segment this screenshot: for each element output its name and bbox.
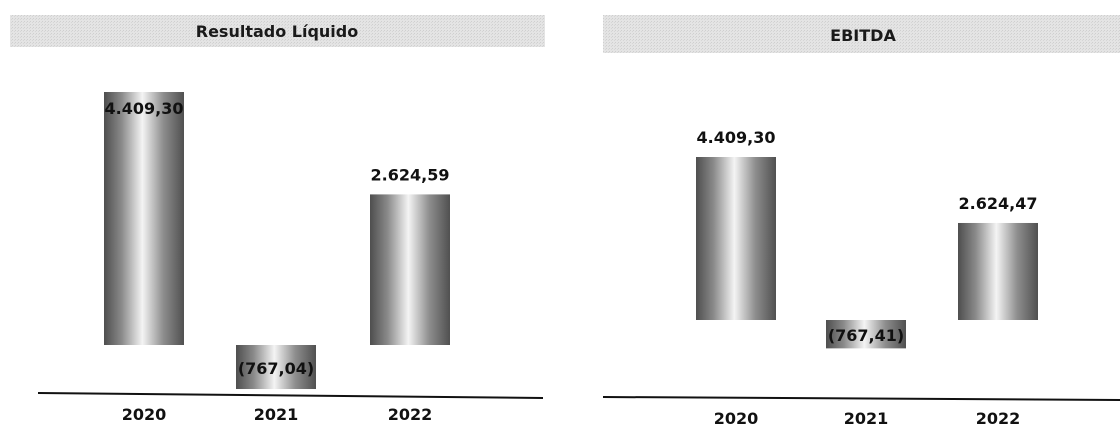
bars-group — [696, 157, 1038, 349]
x-tick-label: 2022 — [388, 405, 433, 424]
value-label: (767,04) — [238, 359, 314, 378]
x-tick-labels-group: 2020 2021 2022 — [714, 409, 1021, 425]
chart-title: Resultado Líquido — [196, 22, 358, 41]
bar-2020 — [696, 157, 776, 320]
x-axis-line — [37, 392, 544, 399]
value-labels-group: 4.409,30 (767,41) 2.624,47 — [697, 128, 1038, 345]
value-label: (767,41) — [828, 326, 904, 345]
bar-2022 — [370, 194, 450, 345]
value-label: 4.409,30 — [697, 128, 776, 147]
value-label: 2.624,59 — [371, 165, 450, 184]
value-label: 2.624,47 — [959, 194, 1038, 213]
x-tick-label: 2020 — [122, 405, 167, 424]
chart-resultado-liquido: Resultado Líquido 4.409,30 (767,04) 2.624,… — [10, 15, 545, 424]
x-axis-line — [602, 396, 1120, 401]
chart-title-banner — [10, 15, 545, 47]
bar-2021 — [236, 345, 316, 390]
bar-2022 — [958, 222, 1038, 320]
value-label: 4.409,30 — [105, 99, 184, 118]
bar-2020 — [104, 92, 184, 345]
bars-group — [104, 92, 450, 390]
x-tick-label: 2021 — [844, 409, 889, 425]
value-labels-group: 4.409,30 (767,04) 2.624,59 — [105, 99, 450, 378]
x-tick-label: 2020 — [714, 409, 759, 425]
chart-title-banner — [603, 15, 1120, 53]
x-tick-label: 2022 — [976, 409, 1021, 425]
chart-ebitda: EBITDA 4.409,30 (767,41) 2.624,47 2020 2021… — [602, 15, 1120, 425]
x-tick-labels-group: 2020 2021 2022 — [122, 405, 433, 424]
bar-2021 — [826, 320, 906, 349]
x-tick-label: 2021 — [254, 405, 299, 424]
chart-title: EBITDA — [830, 26, 896, 45]
